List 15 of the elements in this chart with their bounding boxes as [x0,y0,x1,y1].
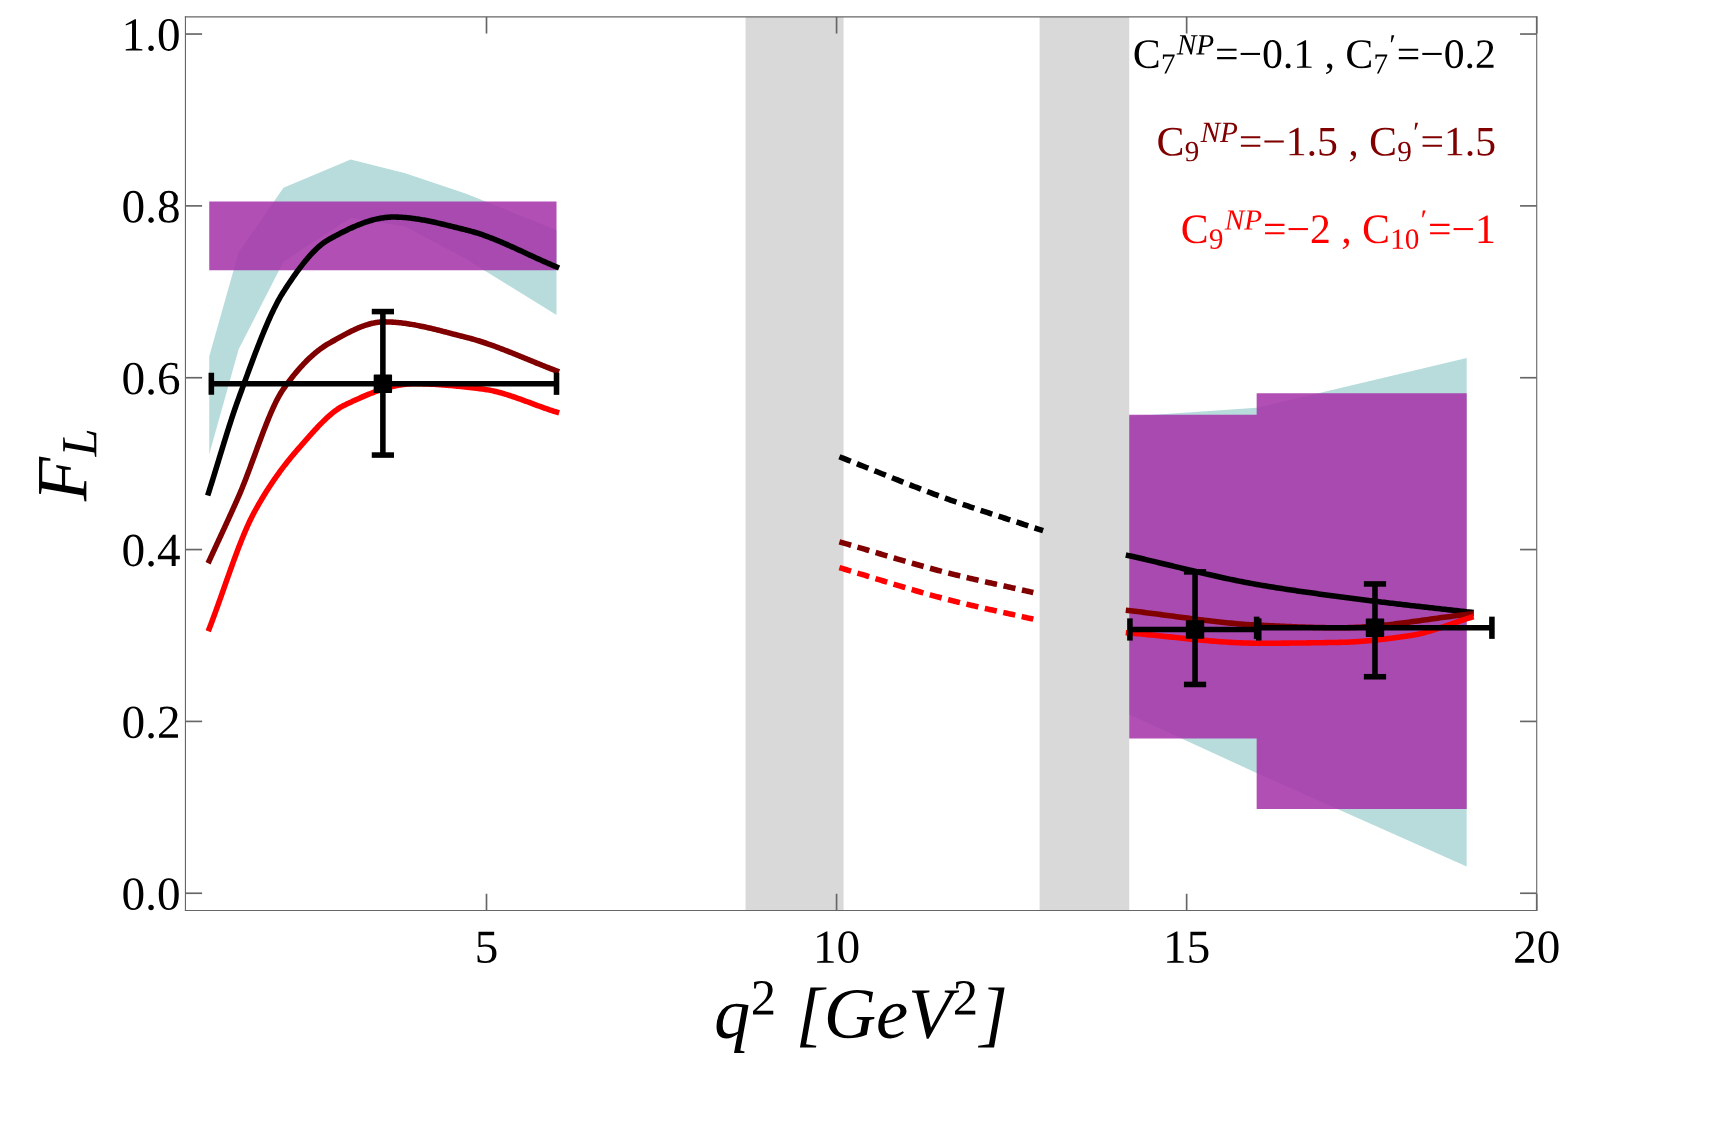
y-tick-label: 0.0 [123,878,179,911]
y-tick-label: 0.4 [123,534,180,567]
x-tick-label: 15 [1167,931,1209,964]
x-tick-label: 20 [1515,931,1559,964]
y-tick-label: 0.6 [123,362,180,395]
text: C$_{9}$$^{NP}$=−1.5 , C$_{9}$$^{′}$=1.5 [1158,122,1495,162]
y-axis-title: F$_{L}$ [39,430,97,502]
x-axis-title: q$^{2}$ [GeV$^{2}$] [716,981,1005,1054]
text: C$_{7}$$^{NP}$=−0.1 , C$_{7}$$^{′}$=−0.2 [1134,35,1494,75]
y-tick-label: 0.8 [123,190,179,223]
y-tick-label: 0.2 [123,706,178,739]
y-tick-label: 1.0 [125,19,179,52]
x-tick-label: 5 [477,931,497,964]
text: C$_{9}$$^{NP}$=−2 , C$_{10}$$^{′}$=−1 [1182,210,1494,250]
x-tick-label: 10 [817,931,859,964]
